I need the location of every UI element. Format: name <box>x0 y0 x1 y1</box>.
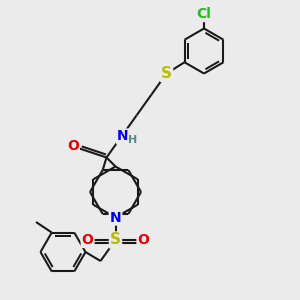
Text: N: N <box>117 130 129 143</box>
Text: O: O <box>137 233 149 247</box>
Text: N: N <box>110 211 121 224</box>
Text: O: O <box>67 139 79 152</box>
Text: S: S <box>110 232 121 247</box>
Text: H: H <box>128 135 137 145</box>
Text: O: O <box>82 233 94 247</box>
Text: S: S <box>161 66 172 81</box>
Text: Cl: Cl <box>196 7 211 21</box>
